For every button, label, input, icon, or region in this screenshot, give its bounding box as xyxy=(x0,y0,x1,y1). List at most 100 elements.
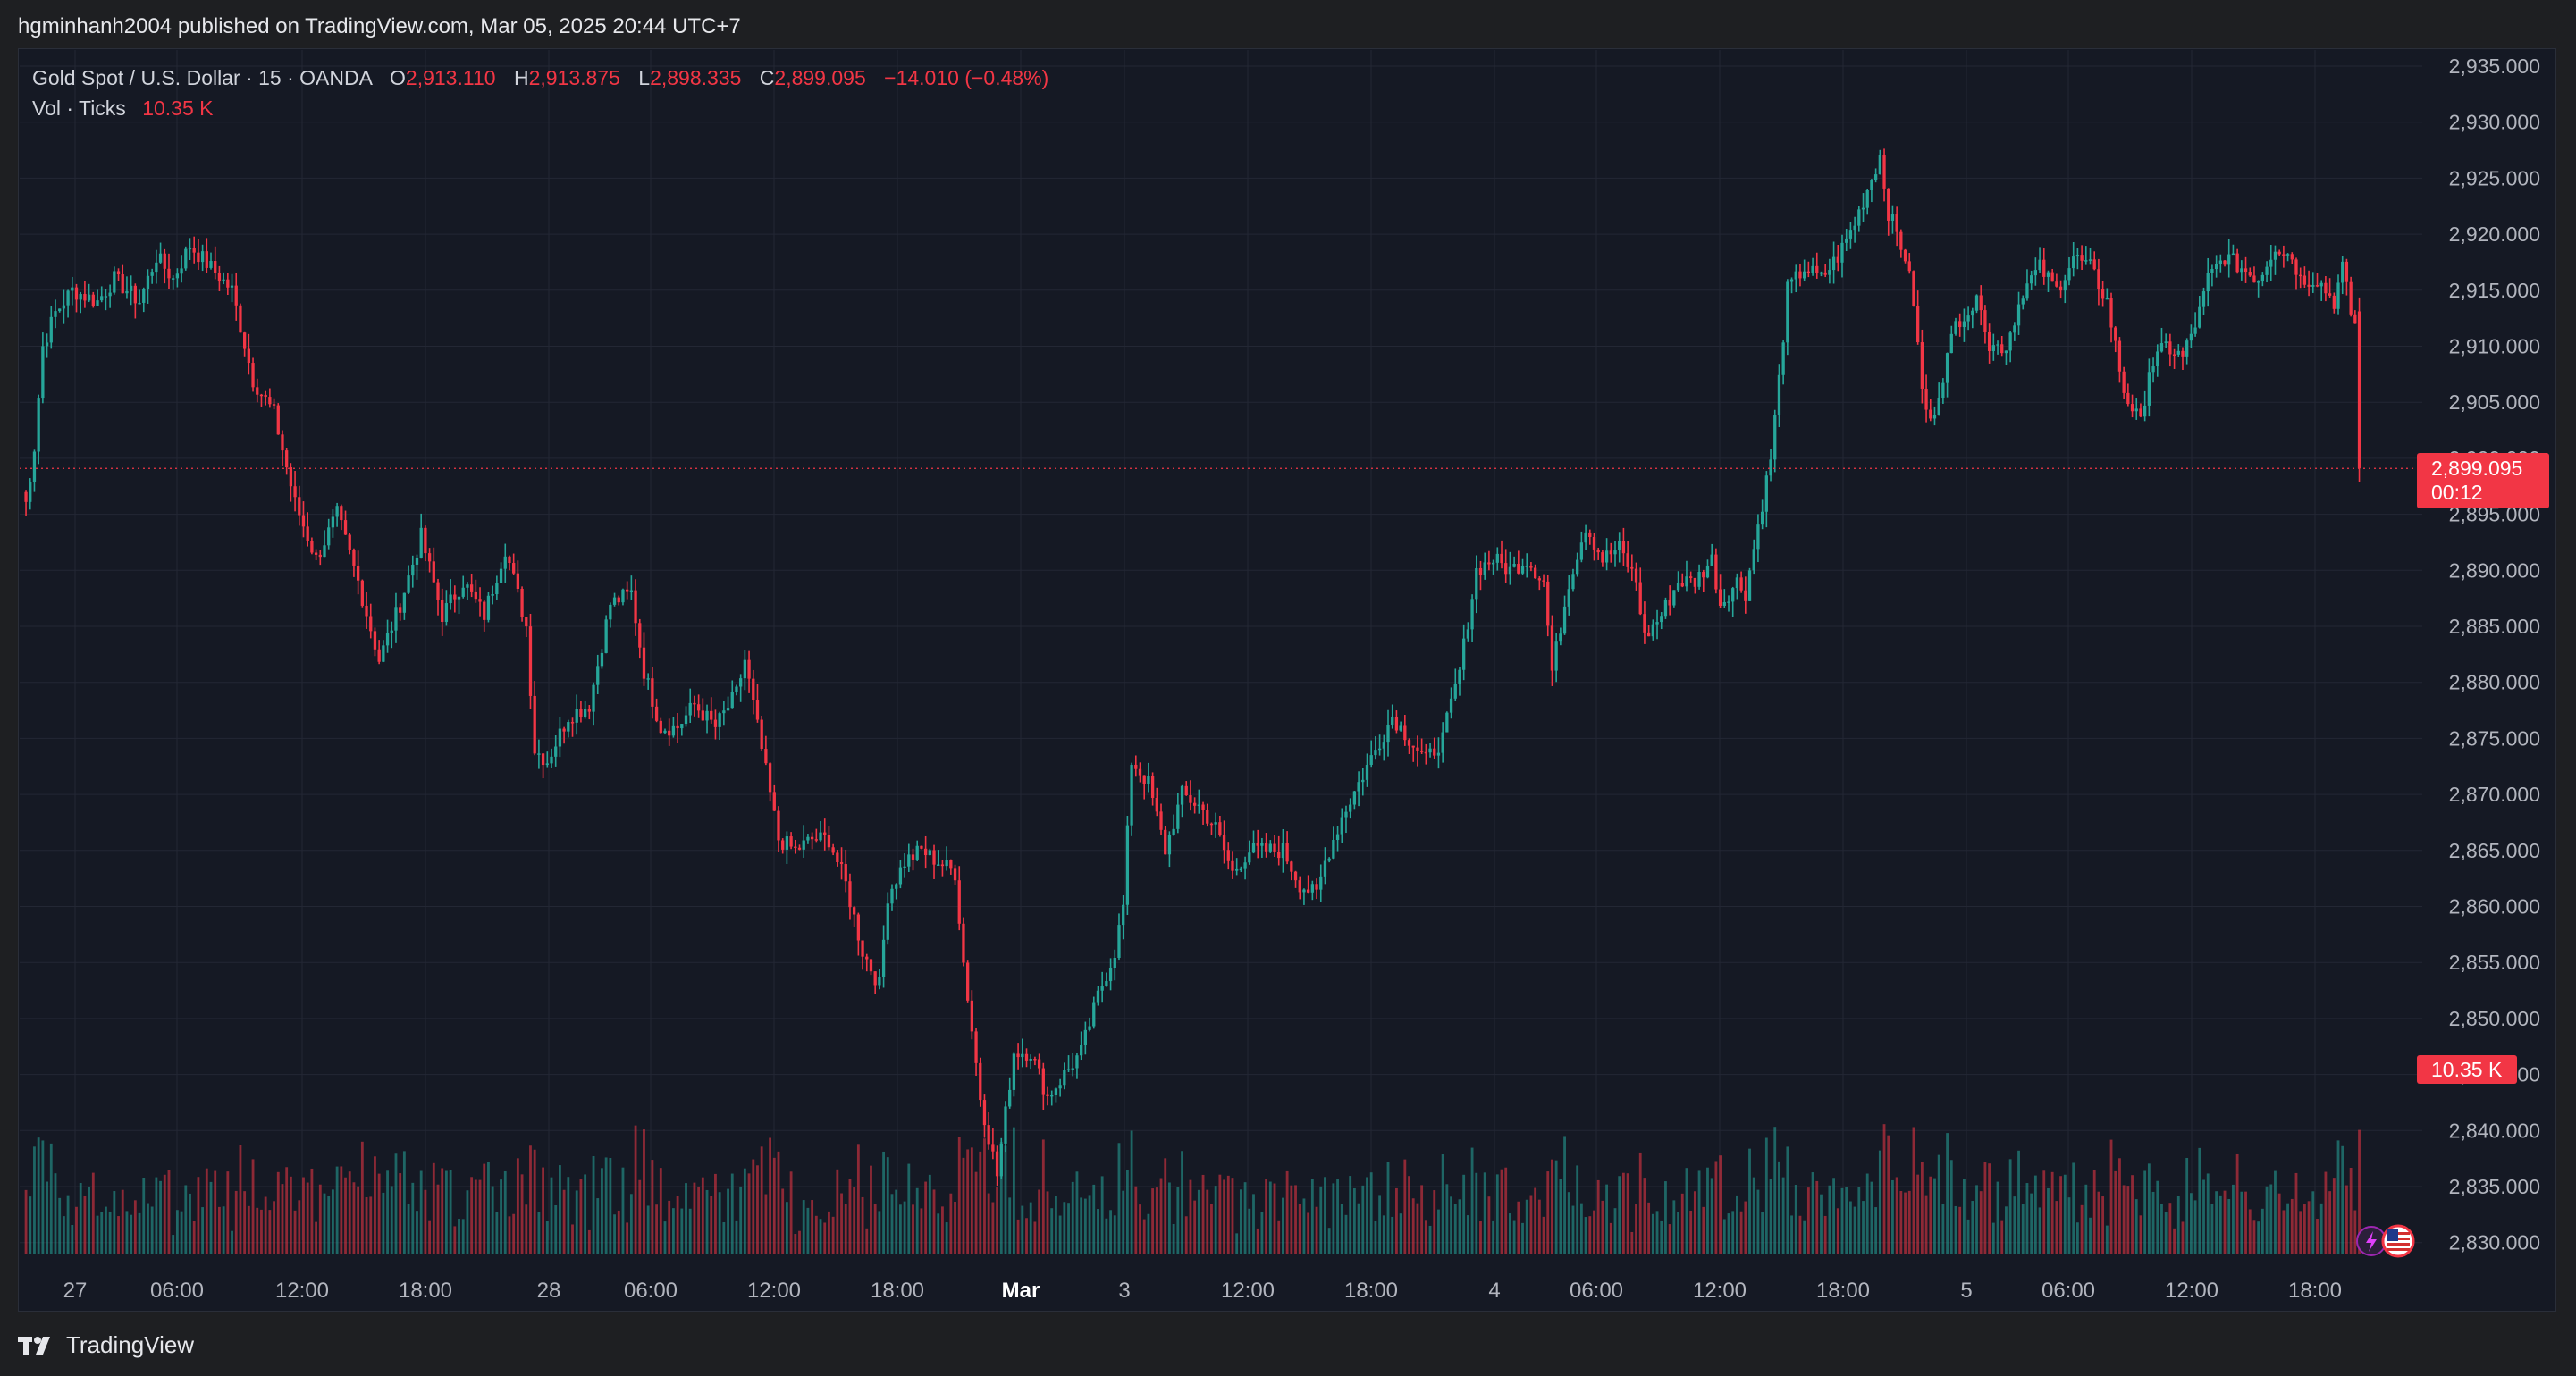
volume-bar xyxy=(920,1208,923,1254)
candle-body xyxy=(1840,242,1844,263)
candle-body xyxy=(987,1125,990,1145)
candle-body xyxy=(2260,274,2265,282)
volume-bar xyxy=(856,1144,860,1254)
volume-bar xyxy=(1290,1185,1293,1254)
volume-bar xyxy=(1159,1178,1163,1254)
volume-bar xyxy=(987,1193,990,1254)
volume-bar xyxy=(2047,1187,2050,1254)
candle-body xyxy=(1971,310,1974,316)
candle-body xyxy=(172,278,175,280)
candle-body xyxy=(1150,776,1155,798)
volume-bar xyxy=(828,1211,830,1254)
volume-bar xyxy=(315,1221,318,1254)
candle-body xyxy=(1092,1002,1096,1027)
volume-bar xyxy=(1828,1185,1831,1254)
volume-bar xyxy=(1083,1198,1087,1254)
volume-bar xyxy=(1954,1205,1957,1254)
candle-body xyxy=(2164,341,2168,344)
time-tick-label: 5 xyxy=(1960,1279,1972,1303)
volume-bar xyxy=(1811,1172,1814,1254)
candle-body xyxy=(592,684,595,712)
volume-bar xyxy=(811,1200,814,1254)
volume-bar xyxy=(747,1173,751,1254)
candle-body xyxy=(1024,1053,1029,1061)
event-badges[interactable] xyxy=(2356,1224,2419,1258)
candle-body xyxy=(554,746,558,757)
candle-body xyxy=(424,527,427,554)
candle-body xyxy=(525,617,528,627)
volume-bar xyxy=(167,1170,171,1254)
candle-body xyxy=(2080,255,2084,261)
candle-body xyxy=(1962,321,1966,328)
candle-body xyxy=(1335,834,1340,841)
brand[interactable]: TradingView xyxy=(18,1331,194,1359)
volume-bar xyxy=(558,1165,561,1254)
candle-body xyxy=(167,268,171,279)
volume-bar xyxy=(1680,1193,1684,1254)
candle-body xyxy=(2353,314,2357,324)
price-chart[interactable]: 2,935.000 2,930.000 2,925.000 2,920.000 2,91… xyxy=(0,0,2576,1312)
volume-bar xyxy=(2063,1174,2067,1254)
volume-bar xyxy=(2349,1167,2353,1254)
volume-bar xyxy=(777,1151,780,1254)
volume-bar xyxy=(54,1173,57,1254)
chart-frame[interactable] xyxy=(18,48,2556,1312)
candle-body xyxy=(2075,255,2080,257)
candle-body xyxy=(1495,553,1499,563)
volume-bar xyxy=(2248,1209,2252,1254)
volume-bar xyxy=(335,1166,339,1254)
candle-body xyxy=(1374,750,1377,756)
time-tick-label: 06:00 xyxy=(2041,1279,2095,1303)
volume-bar xyxy=(2215,1191,2218,1254)
candle-body xyxy=(289,467,293,487)
volume-bar xyxy=(680,1208,684,1254)
candle-body xyxy=(91,294,95,306)
candle-body xyxy=(583,709,587,717)
candle-body xyxy=(1689,576,1693,578)
candle-body xyxy=(928,850,931,856)
candle-body xyxy=(743,659,747,679)
symbol-title[interactable]: Gold Spot / U.S. Dollar · 15 · OANDA xyxy=(32,66,372,89)
us-flag-icon[interactable] xyxy=(2381,1224,2415,1258)
candle-body xyxy=(1243,862,1247,869)
candle-body xyxy=(907,854,911,867)
volume-indicator-label[interactable]: Vol · Ticks xyxy=(32,96,126,120)
lightning-icon[interactable] xyxy=(2356,1226,2387,1256)
candle-body xyxy=(760,719,763,750)
candle-body xyxy=(1525,566,1528,567)
candle-body xyxy=(730,692,734,709)
candle-body xyxy=(264,394,267,398)
candle-body xyxy=(1744,590,1747,601)
candle-body xyxy=(1727,601,1730,603)
candle-body xyxy=(1806,271,1811,273)
candle-body xyxy=(129,285,133,291)
candle-body xyxy=(247,348,250,364)
volume-bar xyxy=(1130,1130,1133,1254)
volume-bar xyxy=(1201,1174,1205,1254)
price-tick-label: 2,830.000 xyxy=(2449,1231,2540,1254)
volume-bar xyxy=(1794,1185,1797,1254)
volume-bar xyxy=(1487,1196,1491,1254)
candle-body xyxy=(1873,174,1878,180)
volume-bar xyxy=(1340,1204,1343,1254)
volume-bar xyxy=(1504,1167,1508,1254)
volume-bar xyxy=(1004,1145,1007,1254)
candle-body xyxy=(562,728,566,732)
volume-bar xyxy=(1949,1160,1953,1254)
candle-body xyxy=(503,556,507,569)
volume-bar xyxy=(1433,1190,1436,1254)
candle-body xyxy=(1441,732,1444,753)
volume-bar xyxy=(83,1196,87,1254)
candle-body xyxy=(1815,265,1819,273)
volume-bar xyxy=(1147,1213,1150,1254)
candle-body xyxy=(444,603,449,622)
candle-body xyxy=(1310,884,1314,893)
volume-bar xyxy=(2114,1170,2117,1254)
candle-body xyxy=(1601,552,1604,563)
volume-bar xyxy=(1571,1205,1575,1254)
volume-bar xyxy=(285,1167,289,1254)
volume-bar xyxy=(634,1125,637,1254)
volume-bar xyxy=(873,1204,877,1254)
volume-bar xyxy=(2072,1162,2075,1254)
volume-bar xyxy=(1693,1191,1696,1254)
